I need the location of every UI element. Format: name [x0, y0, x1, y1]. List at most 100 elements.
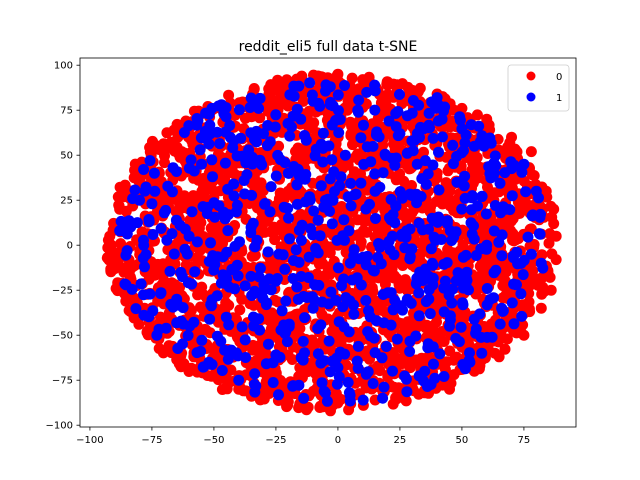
data-point: [481, 113, 493, 125]
data-point: [254, 262, 266, 274]
data-point: [394, 186, 406, 198]
data-point: [270, 170, 282, 182]
data-point: [438, 371, 450, 382]
data-point: [182, 277, 194, 289]
data-point: [323, 335, 335, 347]
data-point: [355, 168, 366, 180]
data-point: [444, 383, 456, 395]
data-point: [217, 269, 229, 281]
data-point: [249, 379, 260, 390]
data-point: [290, 244, 302, 256]
data-point: [459, 170, 471, 182]
y-tick-label: 75: [60, 106, 73, 117]
data-point: [326, 119, 338, 131]
data-point: [342, 376, 354, 388]
data-point: [404, 346, 416, 357]
data-point: [191, 252, 203, 264]
data-point: [281, 74, 293, 86]
legend-label: 1: [556, 93, 562, 104]
data-point: [484, 132, 496, 144]
data-point: [490, 264, 502, 276]
data-point: [216, 365, 228, 376]
data-point: [337, 162, 349, 174]
data-point: [417, 275, 429, 286]
data-point: [307, 302, 319, 314]
data-point: [385, 319, 397, 331]
data-point: [383, 115, 395, 127]
data-point: [310, 143, 322, 155]
data-point: [385, 214, 397, 226]
data-point: [140, 249, 152, 261]
data-point: [468, 140, 480, 152]
data-point: [355, 279, 367, 291]
data-point: [147, 305, 159, 317]
data-point: [352, 340, 364, 352]
x-tick-label: −100: [76, 435, 103, 446]
data-point: [344, 389, 356, 401]
data-point: [436, 131, 448, 143]
data-point: [339, 149, 351, 161]
data-point: [461, 266, 473, 278]
data-point: [186, 206, 198, 218]
data-point: [530, 185, 542, 197]
data-point: [535, 257, 547, 269]
data-point: [525, 146, 537, 158]
data-point: [499, 167, 511, 179]
y-tick-label: 25: [60, 196, 73, 207]
data-point: [508, 159, 520, 171]
data-point: [315, 319, 327, 331]
data-point: [344, 257, 356, 269]
data-point: [403, 163, 415, 175]
data-point: [316, 377, 328, 389]
data-point: [323, 140, 335, 152]
data-point: [423, 107, 435, 119]
legend: 01: [507, 64, 570, 112]
data-point: [370, 315, 382, 327]
data-point: [358, 158, 370, 170]
data-point: [410, 330, 422, 342]
data-point: [465, 217, 477, 229]
data-point: [170, 214, 182, 226]
data-point: [139, 185, 151, 197]
data-point: [261, 140, 273, 152]
y-tick-label: −50: [52, 331, 73, 342]
data-point: [403, 320, 414, 332]
data-point: [262, 246, 274, 258]
data-point: [273, 94, 285, 106]
data-point: [246, 151, 258, 163]
data-point: [401, 386, 413, 398]
data-point: [379, 278, 391, 290]
data-point: [444, 320, 456, 332]
data-point: [404, 362, 416, 374]
data-point: [459, 363, 471, 375]
data-point: [468, 365, 480, 377]
data-point: [332, 68, 344, 80]
data-point: [361, 141, 373, 153]
data-point: [376, 352, 388, 364]
data-point: [387, 365, 398, 377]
data-point: [317, 156, 329, 168]
data-point: [413, 310, 425, 322]
data-point: [476, 191, 488, 203]
data-point: [472, 160, 484, 172]
data-point: [427, 132, 439, 144]
data-point: [278, 201, 290, 213]
data-point: [151, 329, 163, 341]
data-point: [370, 129, 382, 141]
data-point: [389, 171, 401, 183]
data-point: [334, 114, 346, 125]
data-point: [503, 261, 515, 273]
y-tick-label: −100: [46, 421, 73, 432]
data-point: [258, 392, 270, 404]
data-point: [306, 122, 318, 134]
data-point: [209, 259, 221, 270]
y-tick-label: 50: [60, 151, 73, 162]
data-point: [444, 247, 456, 259]
data-point: [360, 295, 372, 306]
data-point: [320, 194, 332, 206]
data-point: [428, 231, 440, 243]
data-point: [326, 154, 338, 166]
data-point: [489, 150, 501, 162]
data-point: [446, 297, 458, 309]
data-point: [144, 146, 156, 158]
